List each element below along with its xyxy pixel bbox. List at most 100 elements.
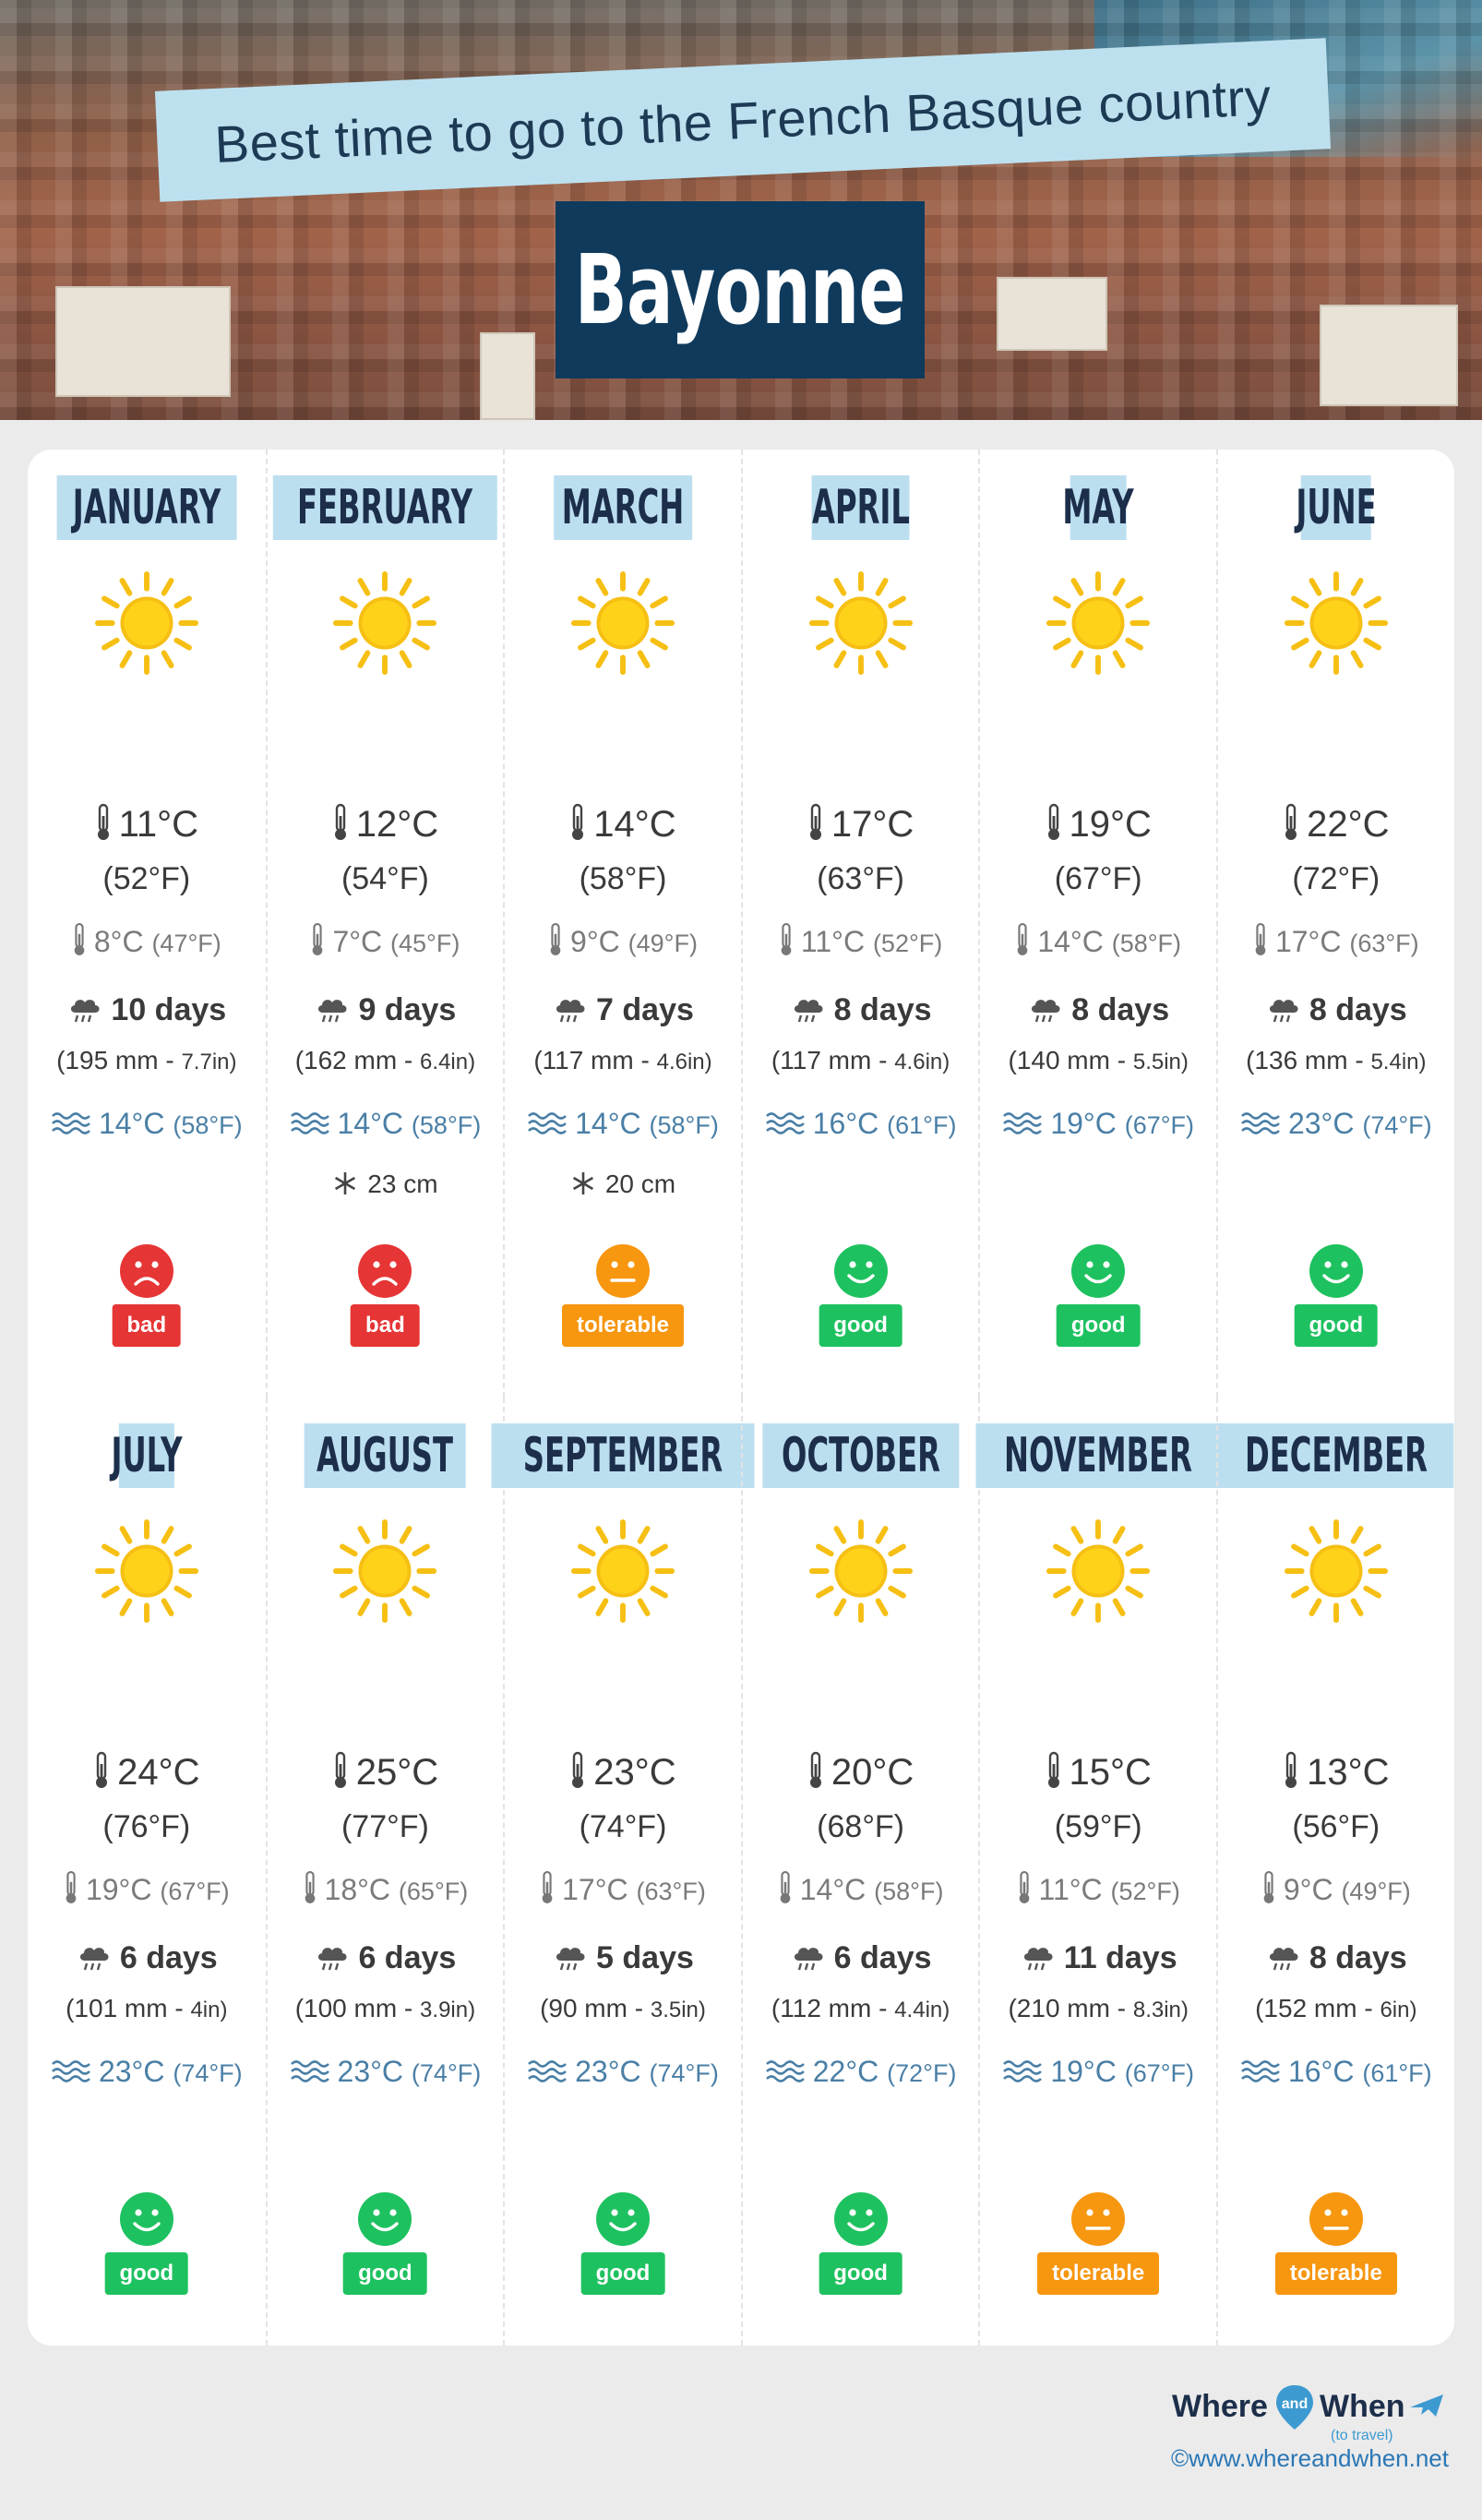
min-temp-celsius: 18°C	[324, 1873, 391, 1906]
rain-days-count: 7 days	[596, 992, 694, 1027]
waves-icon	[1240, 2057, 1281, 2082]
sea-temp-celsius: 22°C	[812, 2055, 879, 2088]
rating-badge: good	[343, 2252, 427, 2295]
rating-badge: good	[819, 1304, 902, 1347]
rain-cloud-icon	[790, 1942, 827, 1972]
sea-temp-fahrenheit: (61°F)	[1362, 2059, 1432, 2087]
sea-temp-celsius: 14°C	[575, 1107, 641, 1140]
rain-days-count: 5 days	[596, 1940, 694, 1975]
max-temp-fahrenheit: (77°F)	[341, 1809, 429, 1844]
max-temperature: 25°C	[268, 1751, 504, 1794]
min-temp-celsius: 14°C	[799, 1873, 866, 1906]
sun-icon	[1045, 570, 1152, 677]
rating-label: good	[833, 2261, 888, 2286]
min-temperature: 14°C (58°F)	[743, 1870, 979, 1907]
min-temperature: 14°C (58°F)	[980, 922, 1216, 959]
month-label-banner: JANUARY	[56, 475, 237, 540]
min-temperature: 7°C (45°F)	[268, 922, 504, 959]
max-temp-fahrenheit: (56°F)	[1292, 1809, 1380, 1844]
max-temperature-fahrenheit: (68°F)	[743, 1809, 979, 1845]
thermometer-icon	[779, 922, 794, 957]
sea-temp-fahrenheit: (61°F)	[887, 1111, 957, 1139]
rain-amount: (195 mm - 7.7in)	[28, 1046, 266, 1075]
min-temp-fahrenheit: (65°F)	[398, 1878, 469, 1905]
rain-days: 8 days	[743, 992, 979, 1028]
rating-badge: bad	[351, 1304, 420, 1347]
month-label: AUGUST	[317, 1428, 454, 1483]
smiley-icon	[833, 1243, 889, 1299]
max-temp-celsius: 13°C	[1307, 1752, 1390, 1793]
rating-label: good	[595, 2261, 651, 2286]
waves-icon	[51, 1109, 91, 1134]
max-temp-fahrenheit: (76°F)	[102, 1809, 191, 1844]
smiley-icon	[1070, 2191, 1126, 2247]
month-label: APRIL	[811, 480, 910, 535]
sea-temperature: 16°C (61°F)	[743, 1107, 979, 1141]
min-temp-fahrenheit: (52°F)	[872, 930, 943, 957]
rain-amount: (101 mm - 4in)	[28, 1994, 266, 2023]
rain-amount-inches: 7.7in)	[181, 1050, 237, 1074]
rain-amount-mm: (90 mm -	[540, 1994, 651, 2022]
waves-icon	[290, 1109, 330, 1134]
sea-temperature: 23°C (74°F)	[28, 2055, 266, 2089]
sea-temp-celsius: 19°C	[1050, 1107, 1117, 1140]
rating-badge: tolerable	[1037, 2252, 1160, 2295]
min-temperature: 9°C (49°F)	[505, 922, 741, 959]
sun-icon	[93, 1518, 200, 1625]
smiley-icon	[595, 2191, 651, 2247]
sea-temp-celsius: 14°C	[98, 1107, 165, 1140]
max-temp-celsius: 25°C	[355, 1752, 439, 1793]
min-temperature: 17°C (63°F)	[1218, 922, 1454, 959]
waves-icon	[51, 2057, 91, 2082]
rain-amount-inches: 8.3in)	[1132, 1998, 1189, 2022]
rain-amount-inches: 4.4in)	[894, 1998, 950, 2022]
thermometer-icon	[1015, 922, 1030, 957]
min-temp-celsius: 14°C	[1037, 925, 1104, 958]
max-temperature-fahrenheit: (56°F)	[1218, 1809, 1454, 1845]
rain-days-count: 8 days	[1309, 992, 1407, 1027]
month-tile-december: DECEMBER 13°C (56°F) 9°C (49°F) 8 days (152 m…	[1216, 1398, 1454, 2346]
min-temp-fahrenheit: (67°F)	[160, 1878, 230, 1905]
max-temperature-fahrenheit: (76°F)	[28, 1809, 266, 1845]
smiley-icon	[119, 2191, 174, 2247]
sea-temp-celsius: 23°C	[575, 2055, 641, 2088]
copyright-text: ©www.whereandwhen.net	[1171, 2444, 1449, 2472]
building-shape	[55, 286, 231, 397]
rating-badge: good	[580, 2252, 665, 2295]
thermometer-icon	[332, 803, 349, 842]
smiley-icon	[1309, 1243, 1364, 1299]
thermometer-icon	[548, 922, 563, 957]
climate-calendar-card: JANUARY 11°C (52°F) 8°C (47°F) 10 days (195 m…	[28, 450, 1454, 2346]
month-label-banner: MAY	[1063, 475, 1134, 540]
rating-badge: good	[104, 2252, 189, 2295]
rain-days: 5 days	[505, 1940, 741, 1976]
rain-amount-inches: 6.4in)	[420, 1050, 476, 1074]
max-temperature: 12°C	[268, 803, 504, 846]
rain-amount-mm: (210 mm -	[1008, 1994, 1133, 2022]
max-temp-fahrenheit: (59°F)	[1054, 1809, 1142, 1844]
max-temperature-fahrenheit: (63°F)	[743, 861, 979, 897]
thermometer-icon	[807, 1751, 824, 1790]
sea-temperature: 14°C (58°F)	[28, 1107, 266, 1141]
snow-depth-value: 23 cm	[367, 1170, 438, 1198]
max-temp-celsius: 14°C	[593, 804, 676, 845]
max-temp-celsius: 15°C	[1069, 1752, 1152, 1793]
smiley-icon	[595, 1243, 651, 1299]
rain-days: 6 days	[268, 1940, 504, 1976]
max-temperature-fahrenheit: (52°F)	[28, 861, 266, 897]
smiley-icon	[119, 1243, 174, 1299]
max-temp-fahrenheit: (52°F)	[102, 861, 191, 896]
month-tile-july: JULY 24°C (76°F) 19°C (67°F) 6 days (101 mm -…	[28, 1398, 266, 2346]
thermometer-icon	[1283, 1751, 1299, 1790]
min-temp-celsius: 9°C	[1283, 1873, 1333, 1906]
where-and-when-logo: Where and When (to travel)	[1172, 2383, 1449, 2443]
sea-temperature: 16°C (61°F)	[1218, 2055, 1454, 2089]
rating-label: good	[833, 1313, 888, 1338]
max-temp-fahrenheit: (58°F)	[579, 861, 667, 896]
max-temperature: 20°C	[743, 1751, 979, 1794]
rain-amount-inches: 3.9in)	[420, 1998, 476, 2022]
max-temp-celsius: 19°C	[1069, 804, 1152, 845]
rain-cloud-icon	[1265, 1942, 1302, 1972]
thermometer-icon	[1283, 803, 1299, 842]
month-label: DECEMBER	[1244, 1428, 1428, 1483]
